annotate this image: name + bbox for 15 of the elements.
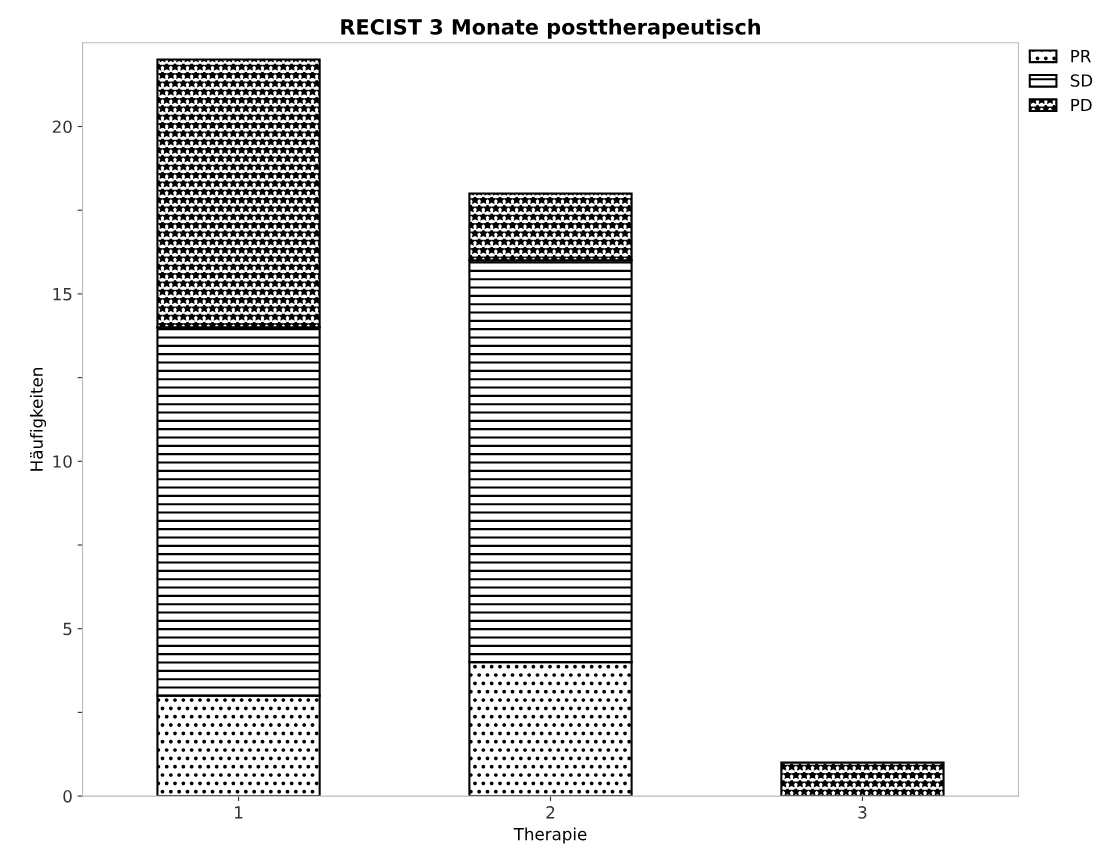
- bar: [780, 761, 945, 797]
- y-axis-title: Häufigkeiten: [29, 368, 47, 471]
- x-tick-label: 1: [235, 806, 243, 819]
- legend-label: SD: [1070, 74, 1093, 87]
- legend-label: PD: [1071, 98, 1092, 112]
- y-tick-label: 0: [63, 790, 72, 803]
- y-tick-label: 20: [52, 120, 72, 134]
- y-tick-label: 5: [63, 622, 72, 636]
- y-tick-label: 15: [53, 288, 72, 301]
- x-axis-title: Therapie: [513, 827, 587, 844]
- chart-title: RECIST 3 Monate posttherapeutisch: [341, 18, 760, 39]
- x-tick-label: 3: [858, 806, 867, 819]
- x-tick-label: 2: [546, 806, 555, 819]
- y-tick-label: 10: [53, 455, 72, 468]
- legend-label: PR: [1071, 49, 1091, 63]
